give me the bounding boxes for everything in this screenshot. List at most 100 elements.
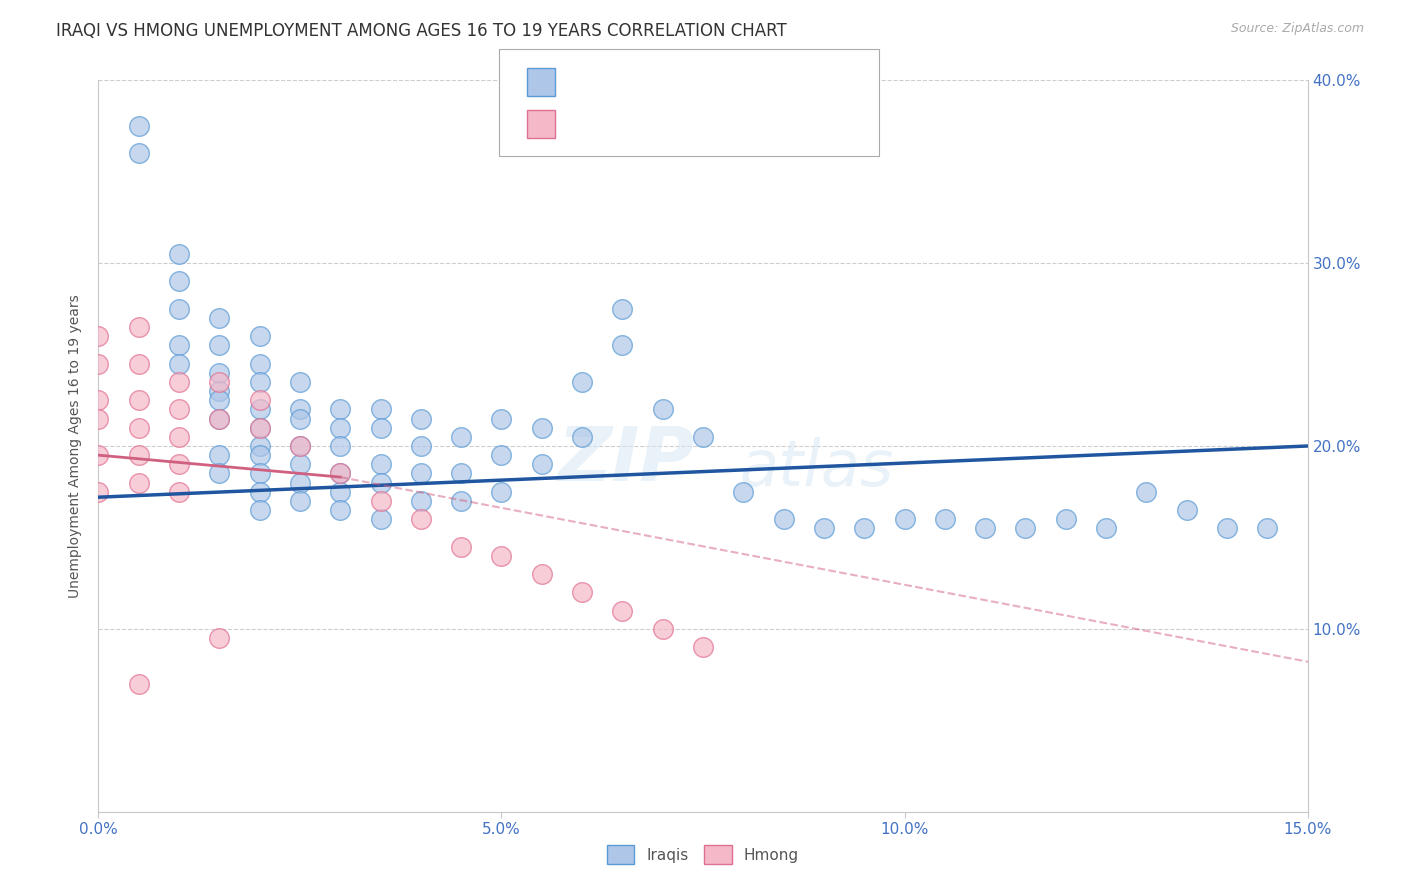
Point (692, 640, 714, 655)
Point (934, 512, 956, 526)
Point (249, 421, 271, 435)
Point (249, 375, 271, 389)
Point (409, 439, 432, 453)
Point (571, 430, 593, 444)
Point (128, 421, 150, 435)
Point (530, 421, 553, 435)
Point (571, 585, 593, 599)
Point (128, 448, 150, 462)
Point (329, 484, 352, 499)
Point (450, 493, 472, 508)
Point (329, 439, 352, 453)
Point (530, 567, 553, 582)
Point (288, 411, 311, 425)
Point (612, 603, 634, 617)
Point (167, 247, 190, 261)
Point (853, 521, 876, 535)
Point (87, 357, 110, 371)
Point (491, 448, 513, 462)
Point (249, 484, 271, 499)
Point (370, 458, 392, 472)
Point (329, 421, 352, 435)
Text: IRAQI VS HMONG UNEMPLOYMENT AMONG AGES 16 TO 19 YEARS CORRELATION CHART: IRAQI VS HMONG UNEMPLOYMENT AMONG AGES 1… (56, 22, 787, 40)
Point (288, 402, 311, 417)
Text: N =: N = (659, 73, 696, 91)
Point (1256, 521, 1278, 535)
Point (167, 458, 190, 472)
Point (208, 467, 231, 481)
Point (491, 549, 513, 563)
Point (571, 375, 593, 389)
Text: ZIP: ZIP (558, 424, 695, 497)
Point (249, 393, 271, 408)
Point (87, 393, 110, 408)
Point (409, 512, 432, 526)
Y-axis label: Unemployment Among Ages 16 to 19 years: Unemployment Among Ages 16 to 19 years (69, 294, 83, 598)
Point (87, 484, 110, 499)
Point (612, 301, 634, 316)
Point (450, 430, 472, 444)
Point (651, 622, 673, 636)
Point (450, 540, 472, 554)
Point (409, 411, 432, 425)
Point (1175, 503, 1198, 517)
Point (530, 458, 553, 472)
Point (208, 311, 231, 326)
Point (893, 512, 915, 526)
Point (329, 402, 352, 417)
Point (329, 467, 352, 481)
Point (370, 493, 392, 508)
Legend: Iraqis, Hmong: Iraqis, Hmong (600, 839, 806, 870)
Point (208, 366, 231, 380)
Text: 0.067: 0.067 (607, 73, 655, 91)
Point (249, 467, 271, 481)
Point (288, 458, 311, 472)
Point (167, 338, 190, 352)
Point (208, 384, 231, 399)
Point (1054, 512, 1077, 526)
Point (329, 467, 352, 481)
Point (733, 484, 755, 499)
Point (167, 402, 190, 417)
Point (167, 301, 190, 316)
Point (128, 676, 150, 690)
Point (208, 411, 231, 425)
Point (87, 448, 110, 462)
Point (1014, 521, 1036, 535)
Text: N =: N = (659, 115, 696, 133)
Point (249, 421, 271, 435)
Point (249, 439, 271, 453)
Point (128, 146, 150, 161)
Point (491, 411, 513, 425)
Point (167, 275, 190, 289)
Text: R =: R = (569, 115, 606, 133)
Text: 34: 34 (696, 115, 720, 133)
Point (409, 493, 432, 508)
Point (249, 329, 271, 343)
Point (249, 448, 271, 462)
Point (249, 402, 271, 417)
Point (167, 484, 190, 499)
Point (87, 411, 110, 425)
Point (370, 512, 392, 526)
Point (249, 357, 271, 371)
Point (128, 320, 150, 334)
Text: 91: 91 (696, 73, 718, 91)
Point (772, 512, 794, 526)
Point (208, 631, 231, 645)
Point (370, 475, 392, 490)
Point (692, 430, 714, 444)
Point (370, 421, 392, 435)
Point (167, 375, 190, 389)
Point (87, 329, 110, 343)
Point (409, 467, 432, 481)
Point (128, 475, 150, 490)
Text: R =: R = (569, 73, 606, 91)
Point (288, 439, 311, 453)
Point (208, 338, 231, 352)
Point (128, 119, 150, 133)
Point (1095, 521, 1118, 535)
Point (813, 521, 835, 535)
Point (974, 521, 997, 535)
Point (288, 439, 311, 453)
